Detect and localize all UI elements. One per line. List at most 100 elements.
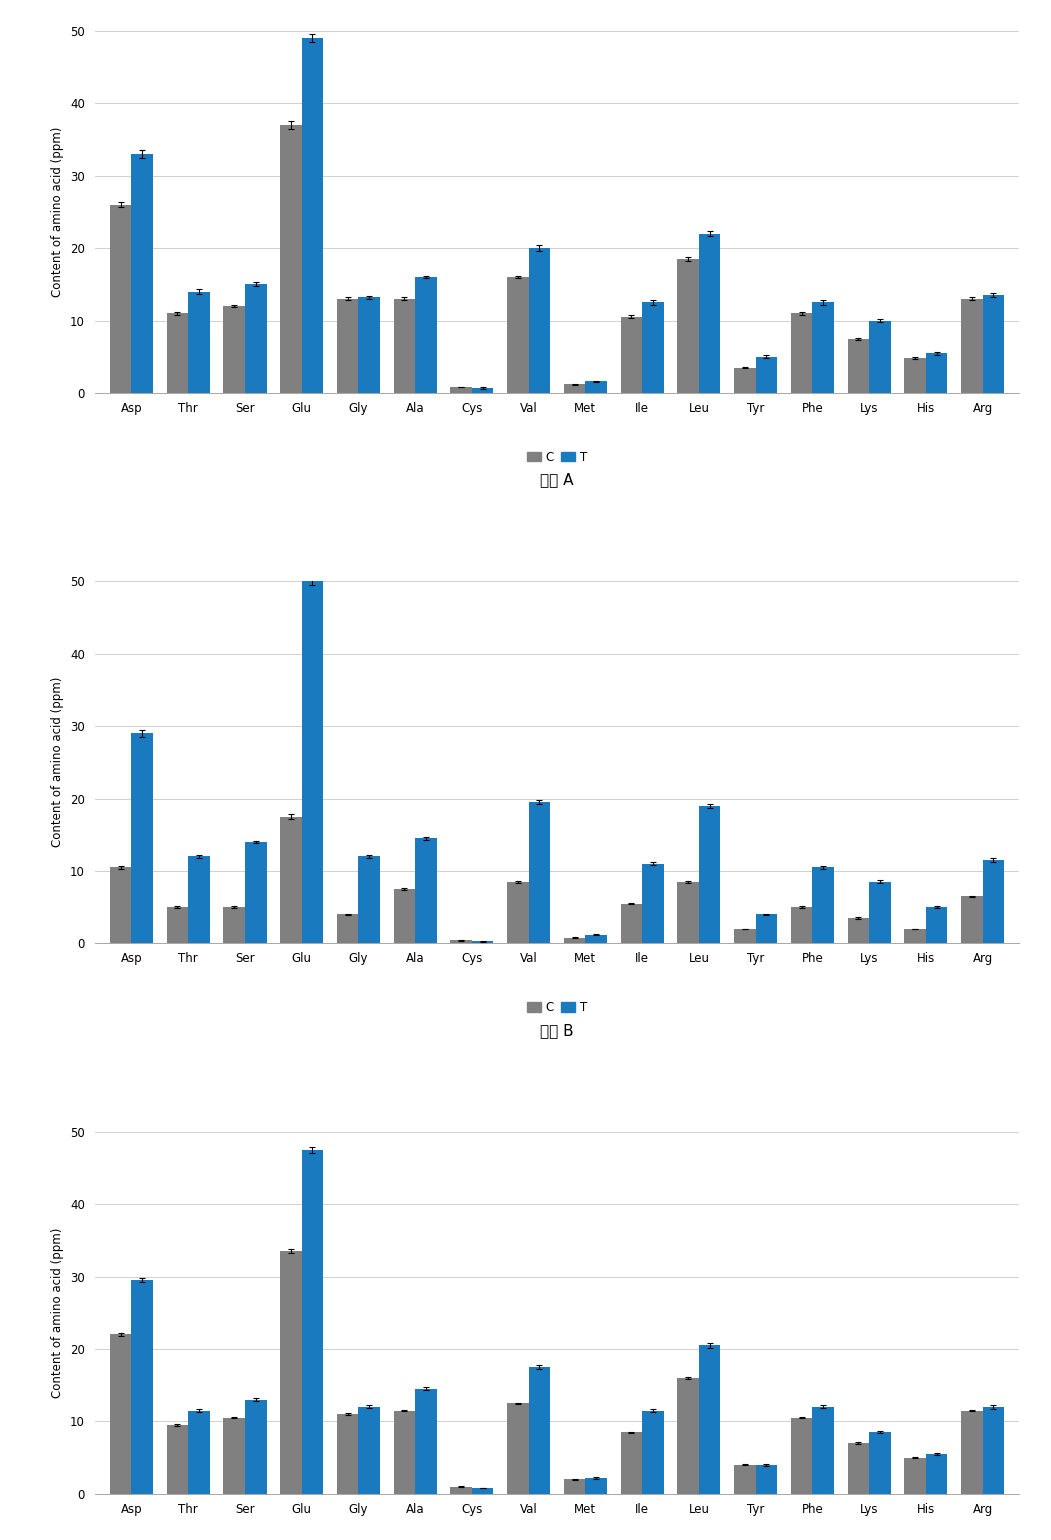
Bar [224,306,245,393]
Text: 농가 A: 농가 A [540,473,574,488]
Bar [415,1389,437,1494]
Bar [699,805,720,944]
Bar [790,1418,812,1494]
Bar [620,904,642,944]
Bar [167,1424,188,1494]
Bar [302,581,324,944]
Bar [904,929,926,944]
Legend: C, T: C, T [522,447,592,468]
Bar [472,941,494,944]
Bar [337,1414,358,1494]
Bar [281,1250,302,1494]
Y-axis label: Content of amino acid (ppm): Content of amino acid (ppm) [51,126,64,297]
Bar [926,907,947,944]
Bar [812,302,833,393]
Bar [451,387,472,393]
Bar [961,1411,983,1494]
Bar [245,1400,267,1494]
Bar [358,297,380,393]
Bar [563,1480,585,1494]
Bar [281,125,302,393]
Bar [983,1408,1004,1494]
Bar [358,856,380,944]
Bar [677,259,699,393]
Bar [847,1443,869,1494]
Bar [167,907,188,944]
Bar [734,1465,756,1494]
Bar [394,299,415,393]
Bar [812,867,833,944]
Bar [358,1408,380,1494]
Bar [620,317,642,393]
Bar [961,299,983,393]
Bar [131,154,153,393]
Bar [734,368,756,393]
Bar [507,1403,529,1494]
Bar [394,1411,415,1494]
Bar [699,234,720,393]
Bar [224,907,245,944]
Bar [451,1486,472,1494]
Bar [167,313,188,393]
Bar [699,1346,720,1494]
Text: 농가 B: 농가 B [540,1023,574,1038]
Bar [563,385,585,393]
Y-axis label: Content of amino acid (ppm): Content of amino acid (ppm) [51,678,64,847]
Bar [507,277,529,393]
Legend: C, T: C, T [522,996,592,1019]
Bar [756,915,777,944]
Bar [642,1411,663,1494]
Bar [281,816,302,944]
Bar [734,929,756,944]
Bar [337,299,358,393]
Bar [110,205,131,393]
Bar [188,856,210,944]
Bar [337,915,358,944]
Bar [302,1150,324,1494]
Bar [245,285,267,393]
Bar [245,842,267,944]
Bar [983,296,1004,393]
Bar [585,382,607,393]
Bar [869,320,890,393]
Bar [642,302,663,393]
Bar [302,38,324,393]
Bar [756,1465,777,1494]
Bar [529,1368,551,1494]
Bar [585,935,607,944]
Bar [110,1335,131,1494]
Bar [188,291,210,393]
Bar [415,838,437,944]
Bar [188,1411,210,1494]
Bar [904,1457,926,1494]
Bar [904,359,926,393]
Bar [131,1280,153,1494]
Bar [415,277,437,393]
Bar [790,907,812,944]
Bar [926,1454,947,1494]
Bar [642,864,663,944]
Bar [529,248,551,393]
Bar [869,1432,890,1494]
Bar [847,339,869,393]
Bar [472,1488,494,1494]
Bar [756,357,777,393]
Bar [472,388,494,393]
Bar [926,353,947,393]
Bar [790,313,812,393]
Bar [983,859,1004,944]
Bar [110,867,131,944]
Bar [131,733,153,944]
Bar [563,938,585,944]
Bar [507,882,529,944]
Bar [677,882,699,944]
Bar [585,1478,607,1494]
Bar [529,802,551,944]
Y-axis label: Content of amino acid (ppm): Content of amino acid (ppm) [51,1227,64,1398]
Bar [620,1432,642,1494]
Bar [224,1418,245,1494]
Bar [677,1378,699,1494]
Bar [961,896,983,944]
Bar [869,882,890,944]
Bar [451,941,472,944]
